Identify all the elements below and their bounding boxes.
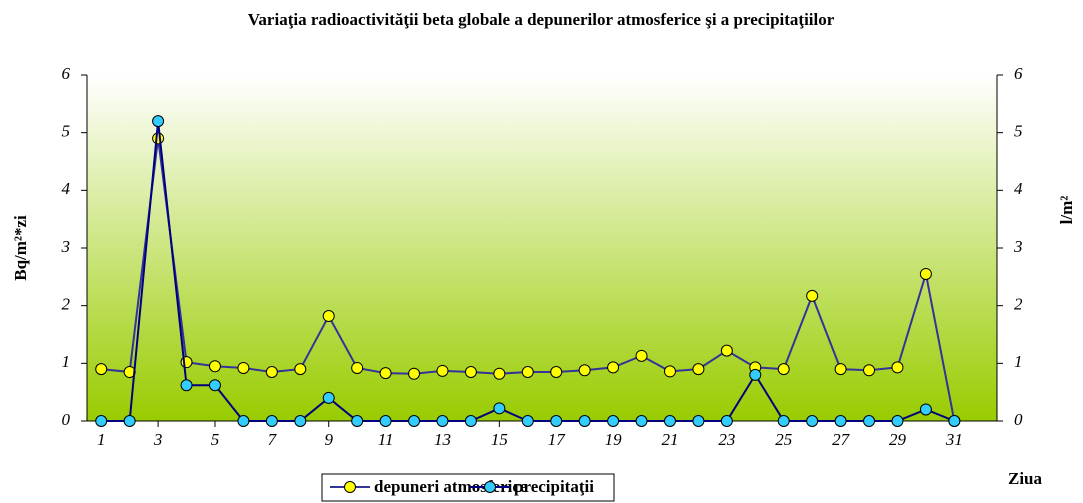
point [152, 132, 165, 145]
x-axis-label: Ziua [1008, 469, 1043, 488]
x-tick-label: 17 [548, 430, 567, 449]
point [692, 415, 705, 427]
x-tick-label: 29 [889, 430, 907, 449]
point [663, 415, 676, 427]
point [436, 415, 449, 427]
point [891, 361, 904, 374]
point [720, 415, 733, 427]
x-tick-label: 31 [945, 430, 963, 449]
point [351, 361, 364, 374]
point [464, 365, 477, 378]
point [208, 360, 221, 373]
point [208, 379, 221, 392]
point [237, 415, 250, 427]
point [720, 344, 733, 357]
point [436, 364, 449, 377]
point [550, 415, 563, 427]
point [322, 310, 335, 323]
point [265, 365, 278, 378]
point [692, 363, 705, 376]
x-tick-label: 13 [434, 430, 451, 449]
point [891, 415, 904, 427]
legend-marker [344, 481, 356, 493]
legend-label: precipitaţii [514, 477, 594, 496]
y2-tick-label: 0 [1014, 410, 1023, 429]
point [777, 415, 790, 427]
point [464, 415, 477, 427]
y-tick-label: 3 [61, 237, 71, 256]
point [607, 361, 620, 374]
x-tick-label: 19 [605, 430, 623, 449]
point [95, 415, 108, 427]
point [322, 391, 335, 404]
x-tick-label: 27 [832, 430, 851, 449]
y-tick-label: 4 [62, 179, 71, 198]
point [863, 415, 876, 427]
point [521, 415, 534, 427]
point [180, 379, 193, 392]
point [408, 415, 421, 427]
x-tick-label: 3 [153, 430, 163, 449]
point [379, 367, 392, 380]
point [493, 402, 506, 415]
point [379, 415, 392, 427]
point [294, 415, 307, 427]
x-tick-label: 5 [211, 430, 220, 449]
x-tick-label: 9 [324, 430, 333, 449]
y2-tick-label: 5 [1014, 122, 1023, 141]
point [578, 415, 591, 427]
y-tick-label: 6 [62, 64, 71, 83]
y2-tick-label: 3 [1013, 237, 1023, 256]
point [408, 367, 421, 380]
point [123, 415, 136, 427]
x-tick-label: 21 [661, 430, 678, 449]
point [521, 365, 534, 378]
point [635, 415, 648, 427]
x-tick-label: 23 [718, 430, 735, 449]
legend-marker [484, 481, 496, 493]
chart-title: Variaţia radioactivităţii beta globale a… [248, 10, 835, 29]
point [919, 403, 932, 416]
y2-tick-label: 1 [1014, 352, 1023, 371]
plot-area [87, 75, 997, 421]
point [152, 115, 165, 128]
point [607, 415, 620, 427]
y-tick-label: 2 [62, 295, 71, 314]
x-tick-label: 1 [97, 430, 106, 449]
point [550, 365, 563, 378]
point [578, 364, 591, 377]
point [237, 361, 250, 374]
x-tick-label: 11 [378, 430, 394, 449]
point [749, 368, 762, 381]
y-axis-label: Bq/m²*zi [11, 215, 30, 281]
y2-tick-label: 6 [1014, 64, 1023, 83]
point [663, 365, 676, 378]
x-tick-label: 25 [775, 430, 792, 449]
point [806, 289, 819, 302]
y-tick-label: 1 [62, 352, 71, 371]
y2-tick-label: 4 [1014, 179, 1023, 198]
point [863, 364, 876, 377]
point [351, 415, 364, 427]
point [265, 415, 278, 427]
point [834, 363, 847, 376]
y2-axis-label: l/m² [1057, 196, 1076, 225]
point [948, 415, 961, 427]
point [294, 363, 307, 376]
point [834, 415, 847, 427]
x-tick-label: 15 [491, 430, 508, 449]
point [493, 367, 506, 380]
point [777, 363, 790, 376]
point [806, 415, 819, 427]
point [635, 349, 648, 362]
y-tick-label: 0 [62, 410, 71, 429]
point [919, 267, 932, 280]
y-tick-label: 5 [62, 122, 71, 141]
legend [321, 473, 615, 502]
x-tick-label: 7 [268, 430, 278, 449]
y2-tick-label: 2 [1014, 295, 1023, 314]
point [95, 363, 108, 376]
